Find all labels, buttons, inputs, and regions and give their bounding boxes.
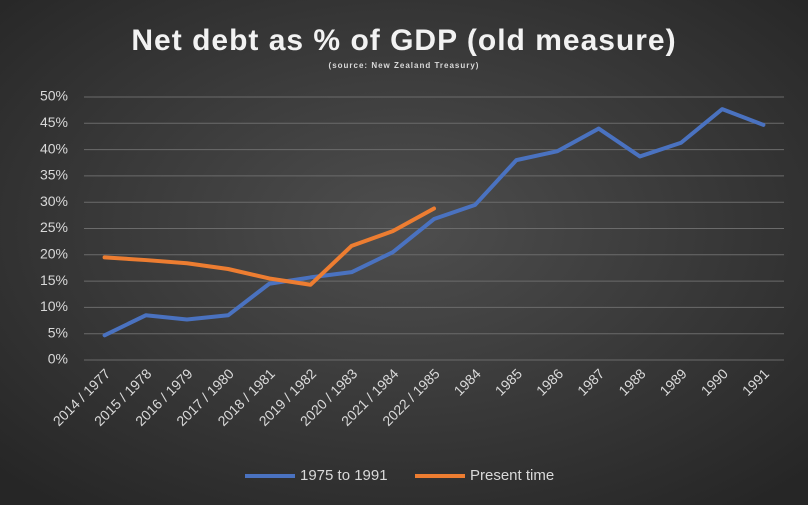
y-tick-label: 30%	[40, 193, 68, 209]
y-tick-label: 10%	[40, 298, 68, 314]
y-tick-label: 0%	[48, 351, 68, 367]
y-tick-label: 40%	[40, 140, 68, 156]
y-tick-label: 50%	[40, 88, 68, 104]
y-tick-label: 25%	[40, 219, 68, 235]
y-tick-label: 35%	[40, 167, 68, 183]
y-tick-label: 20%	[40, 246, 68, 262]
line-series	[102, 107, 766, 338]
chart-subtitle: (source: New Zealand Treasury)	[329, 61, 480, 70]
y-tick-label: 45%	[40, 114, 68, 130]
y-tick-label: 15%	[40, 272, 68, 288]
legend-label: Present time	[470, 467, 554, 484]
legend-label: 1975 to 1991	[300, 467, 388, 484]
y-tick-label: 5%	[48, 324, 68, 340]
chart-title: Net debt as % of GDP (old measure)	[131, 24, 676, 57]
line-series	[102, 206, 436, 287]
